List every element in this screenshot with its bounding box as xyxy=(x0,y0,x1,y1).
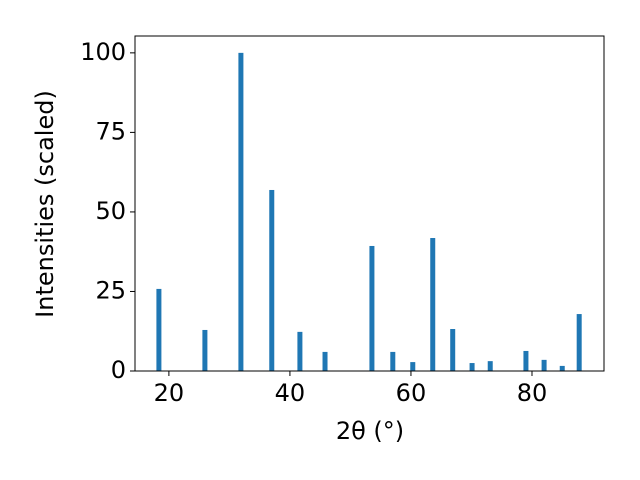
y-tick-label: 75 xyxy=(95,117,126,145)
bar xyxy=(410,362,416,371)
y-axis-label: Intensities (scaled) xyxy=(31,90,59,318)
bar xyxy=(559,365,565,371)
bar xyxy=(430,238,436,371)
y-tick-label: 25 xyxy=(95,276,126,304)
x-axis-label: 2θ (°) xyxy=(336,417,404,445)
bar xyxy=(487,361,493,371)
x-tick-label: 40 xyxy=(275,379,306,407)
x-tick-label: 80 xyxy=(517,379,548,407)
x-tick-label: 20 xyxy=(154,379,185,407)
bar xyxy=(469,363,475,371)
bar xyxy=(390,351,396,371)
bar xyxy=(523,350,529,371)
bar xyxy=(541,359,547,371)
y-tick-label: 50 xyxy=(95,197,126,225)
plot-frame xyxy=(134,35,605,372)
x-tick-label: 60 xyxy=(396,379,427,407)
bar xyxy=(297,331,303,371)
bar xyxy=(202,329,208,371)
bar xyxy=(576,314,582,371)
y-tick-label: 0 xyxy=(111,356,126,384)
bar xyxy=(156,288,162,371)
bar xyxy=(238,52,244,371)
bar xyxy=(322,351,328,371)
y-tick-label: 100 xyxy=(80,38,126,66)
bar xyxy=(269,189,275,371)
bar xyxy=(369,245,375,371)
bar xyxy=(450,329,456,371)
